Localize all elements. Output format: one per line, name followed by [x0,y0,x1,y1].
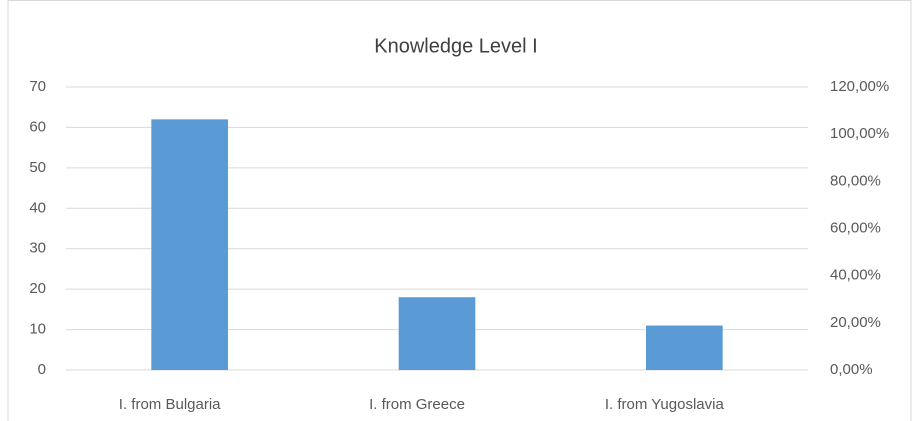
y2-tick-label: 60,00% [830,219,881,236]
bar [645,325,723,370]
x-tick-label: I. from Yugoslavia [605,396,725,413]
y2-tick-label: 40,00% [830,267,881,284]
y2-tick-label: 20,00% [830,314,881,331]
bar [398,297,476,370]
y-tick-label: 40 [29,199,46,216]
y-tick-label: 10 [29,321,46,338]
y-tick-label: 0 [38,361,46,378]
y2-tick-label: 80,00% [830,172,881,189]
chart-title: Knowledge Level I [374,35,537,57]
y2-tick-label: 120,00% [830,78,889,95]
bar [151,119,229,370]
x-tick-label: I. from Greece [369,396,465,413]
y2-tick-label: 0,00% [830,361,873,378]
y2-tick-label: 100,00% [830,125,889,142]
y-tick-label: 70 [29,78,46,95]
y-tick-label: 60 [29,118,46,135]
y-tick-label: 20 [29,280,46,297]
x-tick-label: I. from Bulgaria [119,396,221,413]
y-tick-label: 50 [29,159,46,176]
y-tick-label: 30 [29,240,46,257]
